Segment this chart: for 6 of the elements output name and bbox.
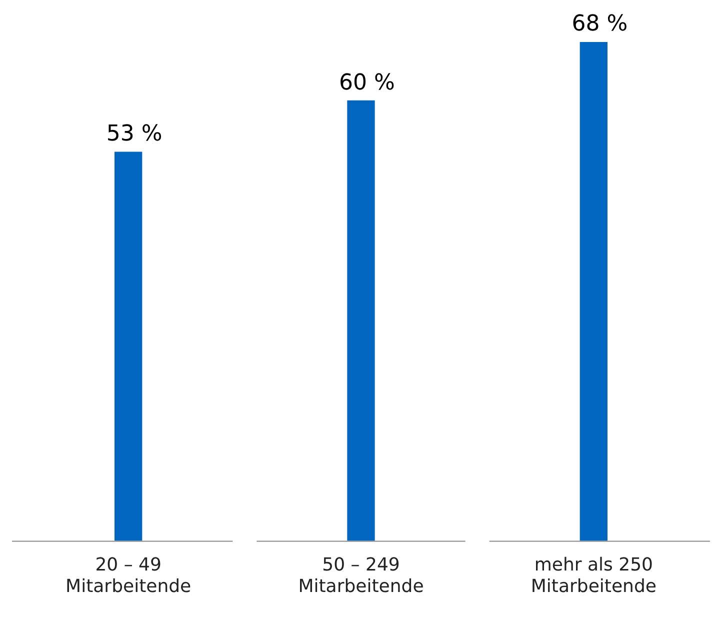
data-label: 60 % bbox=[339, 70, 395, 96]
data-label: 53 % bbox=[106, 122, 162, 147]
data-label: 68 % bbox=[572, 12, 628, 37]
x-tick-label: mehr als 250 Mitarbeitende bbox=[530, 554, 656, 597]
x-tick-label: 50 – 249 Mitarbeitende bbox=[298, 554, 424, 597]
x-tick-label: 20 – 49 Mitarbeitende bbox=[66, 554, 192, 597]
